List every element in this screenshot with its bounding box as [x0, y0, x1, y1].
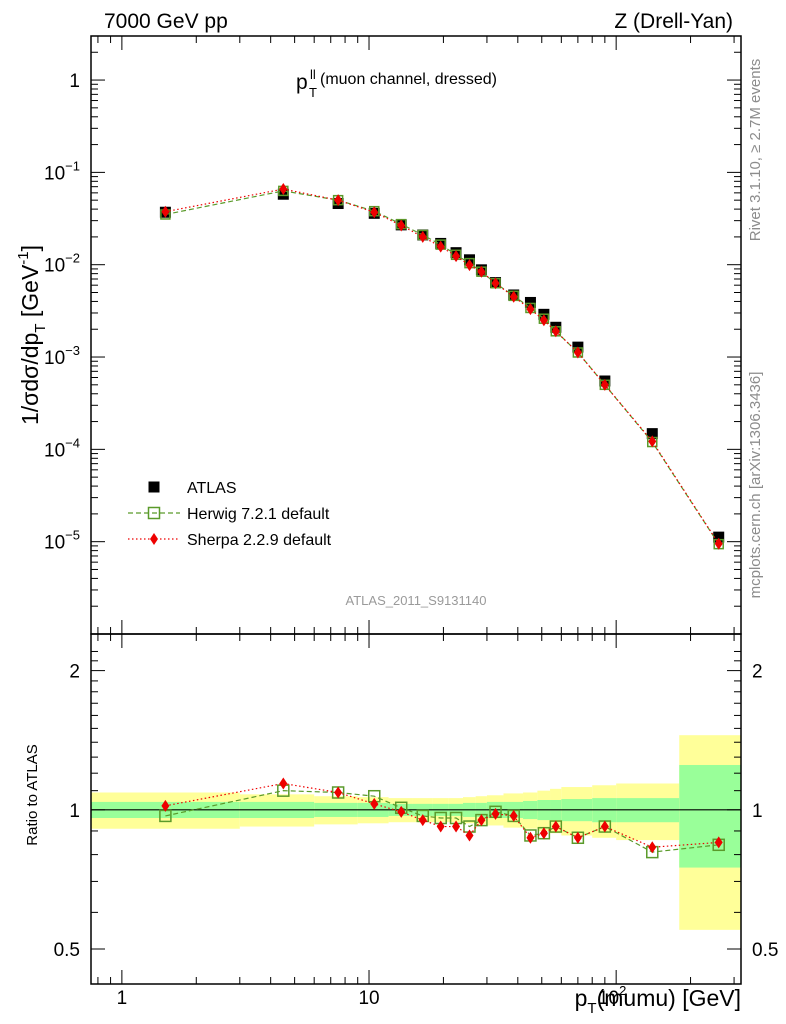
- ratio-sherpa-point-2: [334, 786, 343, 799]
- ratio-ytick-label-1: 1: [69, 801, 80, 822]
- atlas-point-12: [524, 296, 536, 308]
- xtick-label-0: 1: [117, 988, 128, 1009]
- series-sherpa: [161, 183, 723, 550]
- ratio-sherpa-point-11: [509, 809, 518, 822]
- header-right-text: Z (Drell-Yan): [614, 10, 733, 33]
- ratio-sherpa-point-12: [526, 831, 535, 844]
- plot-label-sub: T: [309, 85, 317, 100]
- main-ylabel: 1/σdσ/dpT [GeV-1]: [15, 245, 49, 425]
- sherpa-point-5: [418, 230, 427, 243]
- legend-label-2: Sherpa 2.2.9 default: [187, 532, 332, 549]
- ratio-ylabel: Ratio to ATLAS: [24, 744, 41, 845]
- analysis-tag: ATLAS_2011_S9131140: [346, 593, 487, 608]
- header-left: 7000 GeV pp: [104, 10, 228, 33]
- main-ytick-label-5: 1: [69, 71, 80, 92]
- sherpa-point-8: [465, 259, 474, 272]
- ratio-sherpa-point-9: [477, 814, 486, 827]
- series-herwig: [160, 185, 724, 550]
- sherpa-point-9: [477, 265, 486, 278]
- plot-label-p: p: [296, 71, 308, 94]
- ratio-sherpa-point-6: [436, 820, 445, 833]
- ratio-ytick-label-right-2: 2: [752, 662, 763, 683]
- ratio-sherpa-point-7: [452, 820, 461, 833]
- ratio-sherpa-point-3: [370, 797, 379, 810]
- ratio-sherpa-point-5: [418, 814, 427, 827]
- main-ytick-label-0: 10−5: [44, 528, 80, 554]
- ratio-ytick-label-0: 0.5: [54, 940, 80, 961]
- atlas-point-18: [713, 531, 725, 543]
- ratio-sherpa-point-18: [714, 836, 723, 849]
- legend-marker-atlas: [148, 481, 160, 493]
- sherpa-point-15: [573, 346, 582, 359]
- main-ytick-label-3: 10−2: [44, 251, 80, 277]
- sherpa-point-4: [397, 219, 406, 232]
- series-atlas: [159, 188, 725, 543]
- sherpa-point-1: [279, 183, 288, 196]
- ratio-sherpa-point-4: [397, 805, 406, 818]
- legend-item-0: ATLAS: [148, 480, 237, 497]
- legend-marker-sherpa: [150, 533, 158, 545]
- xtick-label-1: 10: [358, 988, 379, 1009]
- main-x-ticks: [97, 36, 735, 634]
- sherpa-point-2: [334, 194, 343, 207]
- sherpa-point-10: [491, 277, 500, 290]
- ratio-sherpa-point-0: [161, 799, 170, 812]
- sherpa-point-13: [539, 314, 548, 327]
- ratio-herwig-line: [165, 790, 719, 853]
- main-panel: 10−5 10−4 10−3 10−2 10−1 1 1/σdσ/dpT [GeV-1]: [15, 35, 742, 635]
- ratio-sherpa-point-16: [600, 820, 609, 833]
- sherpa-point-17: [648, 435, 657, 448]
- sherpa-point-12: [526, 303, 535, 316]
- legend-marker-herwig: [147, 506, 161, 520]
- sherpa-point-18: [714, 537, 723, 550]
- sherpa-point-0: [161, 205, 170, 218]
- plot-label: p ll T (muon channel, dressed): [296, 67, 497, 100]
- atlas-point-17: [646, 428, 658, 440]
- ratio-sherpa-point-14: [551, 820, 560, 833]
- main-ytick-label-2: 10−3: [44, 343, 80, 369]
- ratio-sherpa-point-17: [648, 841, 657, 854]
- ratio-ytick-label-right-1: 1: [752, 801, 763, 822]
- ratio-sherpa-point-10: [491, 807, 500, 820]
- sherpa-point-3: [370, 206, 379, 219]
- header-left-text: 7000 GeV pp: [104, 10, 228, 33]
- ratio-sherpa-point-15: [573, 831, 582, 844]
- mcplots-text: mcplots.cern.ch [arXiv:1306.3436]: [747, 372, 764, 599]
- ratio-ytick-label-2: 2: [69, 662, 80, 683]
- xlabel: pT(mumu) [GeV]: [575, 985, 741, 1017]
- ratio-ytick-label-right-0: 0.5: [752, 940, 778, 961]
- ratio-y-ticks: 0.5 0.5 1 1 2 2: [54, 650, 778, 961]
- sherpa-point-6: [436, 240, 445, 253]
- sherpa-point-11: [509, 290, 518, 303]
- rivet-version-text: Rivet 3.1.10, ≥ 2.7M events: [747, 59, 764, 242]
- legend: ATLAS Herwig 7.2.1 default Sherpa 2.2.9 de…: [128, 480, 332, 549]
- plot-label-rest: (muon channel, dressed): [320, 71, 497, 88]
- ratio-sherpa-point-1: [279, 777, 288, 790]
- legend-item-1: Herwig 7.2.1 default: [128, 506, 330, 523]
- sherpa-point-7: [452, 250, 461, 263]
- ratio-sherpa-point-13: [539, 827, 548, 840]
- main-y-ticks: 10−5 10−4 10−3 10−2 10−1 1: [44, 35, 741, 635]
- xtick-label-2: 102: [598, 983, 626, 1009]
- ratio-frame: [90, 633, 742, 985]
- sherpa-point-16: [600, 378, 609, 391]
- ratio-panel: 0.5 0.5 1 1 2 2 1 10 102 Ratio to ATLAS pT(mumu) […: [24, 633, 778, 1017]
- band-inner-18: [679, 764, 741, 868]
- ratio-bands: [91, 735, 741, 930]
- legend-label-0: ATLAS: [187, 480, 237, 497]
- plot-label-sup: ll: [310, 67, 316, 82]
- ratio-sherpa-point-8: [465, 829, 474, 842]
- ratio-sherpa: [161, 777, 723, 854]
- main-ytick-label-4: 10−1: [44, 158, 80, 184]
- legend-label-1: Herwig 7.2.1 default: [187, 506, 330, 523]
- ratio-x-ticks: [97, 634, 735, 984]
- legend-item-2: Sherpa 2.2.9 default: [128, 532, 332, 549]
- sherpa-point-14: [551, 325, 560, 338]
- main-ytick-label-1: 10−4: [44, 435, 80, 461]
